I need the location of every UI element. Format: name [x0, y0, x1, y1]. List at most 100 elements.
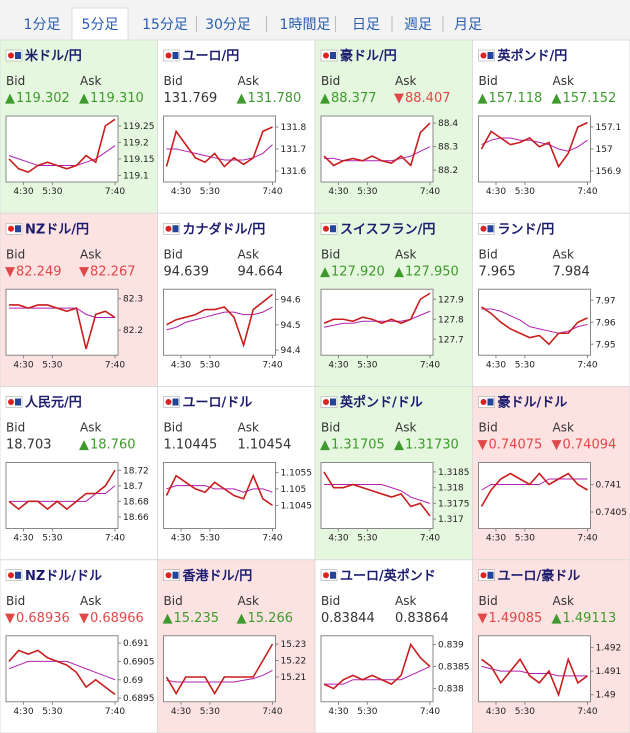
chart-area [5, 635, 119, 703]
tab[interactable]: 週足 [404, 17, 432, 33]
ask-value: 82.267 [90, 264, 136, 279]
direction-arrow: ▼ [478, 438, 488, 453]
x-tick-label: 4:30 [171, 707, 191, 717]
bid-value: 18.703 [6, 438, 52, 453]
direction-arrow: ▼ [478, 611, 488, 626]
pair-title[interactable]: 英ポンド/ドル [339, 395, 423, 411]
x-tick-label: 4:30 [13, 534, 33, 544]
tab[interactable]: 15分足 [142, 17, 188, 33]
flag-mark [8, 52, 14, 59]
pair-title[interactable]: 香港ドル/円 [182, 568, 253, 584]
price-line [166, 669, 273, 683]
y-tick-label: 0.741 [596, 481, 622, 491]
x-tick-label: 7:40 [420, 534, 440, 544]
price-line [323, 471, 431, 517]
x-tick-label: 5:30 [515, 187, 535, 197]
y-tick-label: 0.7405 [596, 508, 628, 518]
x-tick-label: 4:30 [328, 707, 348, 717]
ask-value: 88.407 [405, 91, 451, 106]
pair-title[interactable]: NZドル/ドル [25, 569, 102, 584]
y-tick-label: 157.1 [596, 123, 622, 133]
price-line [165, 126, 273, 168]
x-tick-label: 7:40 [577, 187, 597, 197]
tab[interactable]: 1時間足 [280, 17, 331, 33]
y-tick-label: 1.49 [596, 691, 616, 701]
flag-mark [165, 572, 172, 579]
x-tick-label: 5:30 [357, 707, 377, 717]
bid-label: Bid [164, 594, 183, 608]
y-tick-label: 0.6905 [123, 657, 155, 667]
x-tick-label: 4:30 [328, 534, 348, 544]
bid-label: Bid [164, 421, 183, 435]
bid-value: 1.31705 [331, 438, 385, 453]
y-tick-label: 15.23 [281, 640, 307, 650]
pair-title[interactable]: NZドル/円 [25, 222, 89, 237]
flag-mark [172, 225, 179, 233]
price-line [480, 121, 588, 169]
tab[interactable]: 5分足 [82, 17, 119, 33]
ask-label: Ask [80, 421, 101, 435]
x-tick-label: 7:40 [577, 360, 597, 370]
flag-mark [330, 398, 336, 406]
x-tick-label: 4:30 [486, 707, 506, 717]
chart-area [320, 115, 434, 183]
x-tick-label: 5:30 [42, 360, 62, 370]
x-tick-label: 7:40 [420, 360, 440, 370]
flag-mark [480, 572, 487, 579]
pair-title[interactable]: カナダドル/円 [183, 221, 266, 237]
y-tick-label: 119.1 [123, 171, 149, 181]
y-tick-label: 15.22 [281, 657, 307, 667]
y-tick-label: 0.691 [123, 639, 149, 649]
y-tick-label: 119.15 [123, 155, 155, 165]
pair-title[interactable]: 英ポンド/円 [497, 48, 568, 64]
x-tick-label: 4:30 [486, 534, 506, 544]
price-line [8, 469, 116, 511]
flag-mark [8, 572, 14, 579]
y-tick-label: 15.21 [281, 673, 307, 683]
x-tick-label: 4:30 [328, 360, 348, 370]
x-tick-label: 4:30 [328, 187, 348, 197]
tab[interactable]: 1分足 [24, 17, 61, 33]
x-tick-label: 7:40 [420, 707, 440, 717]
pair-title[interactable]: ユーロ/豪ドル [498, 568, 581, 584]
x-tick-label: 4:30 [13, 187, 33, 197]
bid-label: Bid [479, 594, 498, 608]
price-line [323, 122, 431, 168]
x-tick-label: 4:30 [486, 187, 506, 197]
direction-arrow: ▲ [79, 91, 89, 106]
direction-arrow: ▼ [79, 264, 89, 279]
y-tick-label: 88.2 [438, 166, 458, 176]
pair-title[interactable]: ユーロ/英ポンド [340, 568, 436, 584]
flag-mark [487, 571, 494, 579]
bid-value: 15.235 [174, 611, 220, 626]
tab[interactable]: 月足 [454, 17, 482, 33]
pair-title[interactable]: スイスフラン/円 [340, 222, 435, 237]
y-tick-label: 0.839 [438, 641, 464, 651]
bid-value: 0.68936 [16, 611, 70, 626]
bid-label: Bid [321, 421, 340, 435]
y-tick-label: 1.318 [438, 484, 464, 494]
ask-label: Ask [80, 74, 101, 88]
pair-title[interactable]: 人民元/円 [25, 395, 82, 411]
bid-label: Bid [321, 74, 340, 88]
price-line [166, 485, 273, 493]
ask-value: 1.49113 [563, 611, 617, 626]
tab[interactable]: 30分足 [205, 17, 251, 33]
y-tick-label: 18.66 [123, 513, 149, 523]
y-tick-label: 127.7 [438, 335, 464, 345]
direction-arrow: ▲ [394, 264, 404, 279]
y-tick-label: 94.5 [281, 321, 301, 331]
direction-arrow: ▼ [79, 611, 89, 626]
direction-arrow: ▲ [237, 91, 247, 106]
pair-title[interactable]: 米ドル/円 [25, 48, 82, 64]
x-tick-label: 5:30 [357, 534, 377, 544]
pair-title[interactable]: 豪ドル/ドル [498, 395, 568, 411]
ask-value: 0.68966 [90, 611, 144, 626]
pair-title[interactable]: 豪ドル/円 [340, 48, 397, 64]
pair-title[interactable]: ランド/円 [498, 222, 555, 237]
pair-title[interactable]: ユーロ/円 [183, 49, 240, 64]
ask-label: Ask [553, 247, 574, 261]
y-tick-label: 157 [596, 145, 613, 155]
pair-title[interactable]: ユーロ/ドル [183, 396, 253, 411]
tab[interactable]: 日足 [352, 17, 380, 33]
